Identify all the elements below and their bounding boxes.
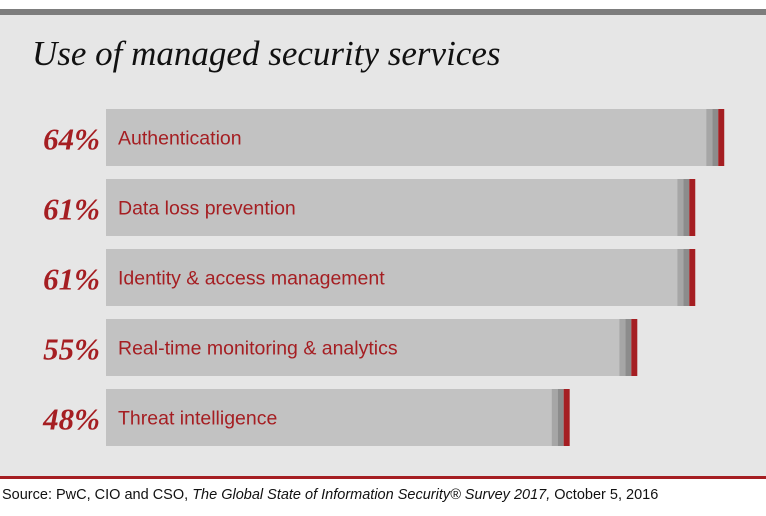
- bar: [106, 319, 620, 376]
- category-label: Real-time monitoring & analytics: [118, 338, 398, 360]
- value-label: 64%: [43, 122, 100, 157]
- bar: [106, 389, 552, 446]
- source-note: Source: PwC, CIO and CSO, The Global Sta…: [2, 487, 658, 503]
- category-label: Identity & access management: [118, 268, 385, 290]
- source-date: October 5, 2016: [550, 487, 659, 503]
- bar-edge-dark: [625, 319, 632, 376]
- bar-end-marker: [689, 249, 696, 306]
- bar-edge-light: [619, 319, 626, 376]
- bar-edge-dark: [557, 389, 564, 446]
- bar-edge-light: [551, 389, 558, 446]
- category-label: Data loss prevention: [118, 198, 296, 220]
- bar-edge-light: [706, 109, 713, 166]
- top-rule: [0, 9, 766, 15]
- value-label: 55%: [43, 332, 100, 367]
- bar-end-marker: [563, 389, 570, 446]
- source-publication: The Global State of Information Security…: [192, 487, 551, 503]
- bar-edge-light: [677, 179, 684, 236]
- source-prefix: Source: PwC, CIO and CSO,: [2, 487, 193, 503]
- bar-end-marker: [718, 109, 725, 166]
- bar-chart: 64% Authentication 61% Data loss prevention…: [42, 109, 725, 446]
- bar-edge-dark: [712, 109, 719, 166]
- bottom-rule: [0, 476, 766, 479]
- bar: [106, 249, 678, 306]
- value-label: 61%: [43, 262, 100, 297]
- bar-edge-light: [677, 249, 684, 306]
- category-label: Threat intelligence: [118, 408, 277, 430]
- bar-edge-dark: [683, 249, 690, 306]
- bar: [106, 109, 707, 166]
- bar: [106, 179, 678, 236]
- value-label: 48%: [42, 402, 100, 437]
- value-label: 61%: [43, 192, 100, 227]
- bar-end-marker: [689, 179, 696, 236]
- chart-title: Use of managed security services: [32, 34, 501, 73]
- bar-end-marker: [631, 319, 638, 376]
- category-label: Authentication: [118, 128, 242, 150]
- bar-edge-dark: [683, 179, 690, 236]
